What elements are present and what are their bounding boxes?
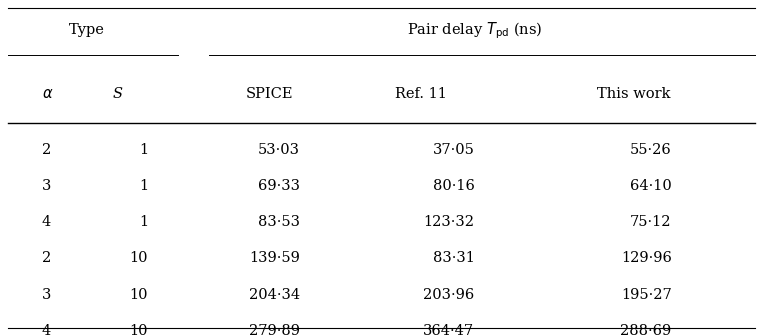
Text: 55·26: 55·26 (630, 142, 672, 157)
Text: 69·33: 69·33 (258, 179, 300, 193)
Text: 1: 1 (139, 142, 148, 157)
Text: 83·53: 83·53 (258, 215, 300, 229)
Text: Type: Type (69, 23, 106, 37)
Text: 195·27: 195·27 (621, 288, 672, 302)
Text: 364·47: 364·47 (424, 324, 474, 336)
Text: 3: 3 (42, 179, 51, 193)
Text: 4: 4 (42, 324, 51, 336)
Text: 2: 2 (42, 251, 51, 265)
Text: $\alpha$: $\alpha$ (42, 87, 53, 101)
Text: This work: This work (597, 87, 670, 101)
Text: 64·10: 64·10 (630, 179, 672, 193)
Text: 123·32: 123·32 (424, 215, 474, 229)
Text: 1: 1 (139, 215, 148, 229)
Text: 3: 3 (42, 288, 51, 302)
Text: 53·03: 53·03 (258, 142, 300, 157)
Text: 10: 10 (130, 324, 148, 336)
Text: 10: 10 (130, 288, 148, 302)
Text: SPICE: SPICE (246, 87, 293, 101)
Text: 10: 10 (130, 251, 148, 265)
Text: S: S (112, 87, 123, 101)
Text: 129·96: 129·96 (621, 251, 672, 265)
Text: 139·59: 139·59 (249, 251, 300, 265)
Text: Pair delay $T_{\rm pd}$ (ns): Pair delay $T_{\rm pd}$ (ns) (407, 20, 542, 41)
Text: 288·69: 288·69 (620, 324, 672, 336)
Text: Ref. 11: Ref. 11 (395, 87, 447, 101)
Text: 2: 2 (42, 142, 51, 157)
Text: 80·16: 80·16 (433, 179, 474, 193)
Text: 1: 1 (139, 179, 148, 193)
Text: 37·05: 37·05 (433, 142, 474, 157)
Text: 75·12: 75·12 (630, 215, 672, 229)
Text: 204·34: 204·34 (249, 288, 300, 302)
Text: 4: 4 (42, 215, 51, 229)
Text: 203·96: 203·96 (423, 288, 474, 302)
Text: 279·89: 279·89 (249, 324, 300, 336)
Text: 83·31: 83·31 (433, 251, 474, 265)
